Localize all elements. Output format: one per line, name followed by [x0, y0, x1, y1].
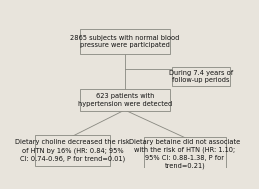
Text: Dietary betaine did not associate
with the risk of HTN (HR: 1.10;
95% CI: 0.88-1: Dietary betaine did not associate with t…	[129, 139, 241, 169]
Text: 2865 subjects with normal blood
pressure were participated: 2865 subjects with normal blood pressure…	[70, 35, 179, 48]
FancyBboxPatch shape	[80, 89, 170, 111]
FancyBboxPatch shape	[35, 136, 110, 166]
Text: Dietary choline decreased the risk
of HTN by 16% (HR: 0.84; 95%
CI: 0.74-0.96, P: Dietary choline decreased the risk of HT…	[15, 139, 130, 162]
FancyBboxPatch shape	[172, 67, 230, 86]
FancyBboxPatch shape	[144, 137, 226, 170]
FancyBboxPatch shape	[80, 29, 170, 54]
Text: 623 patients with
hypertension were detected: 623 patients with hypertension were dete…	[78, 93, 172, 107]
Text: During 7.4 years of
follow-up periods: During 7.4 years of follow-up periods	[169, 70, 233, 83]
